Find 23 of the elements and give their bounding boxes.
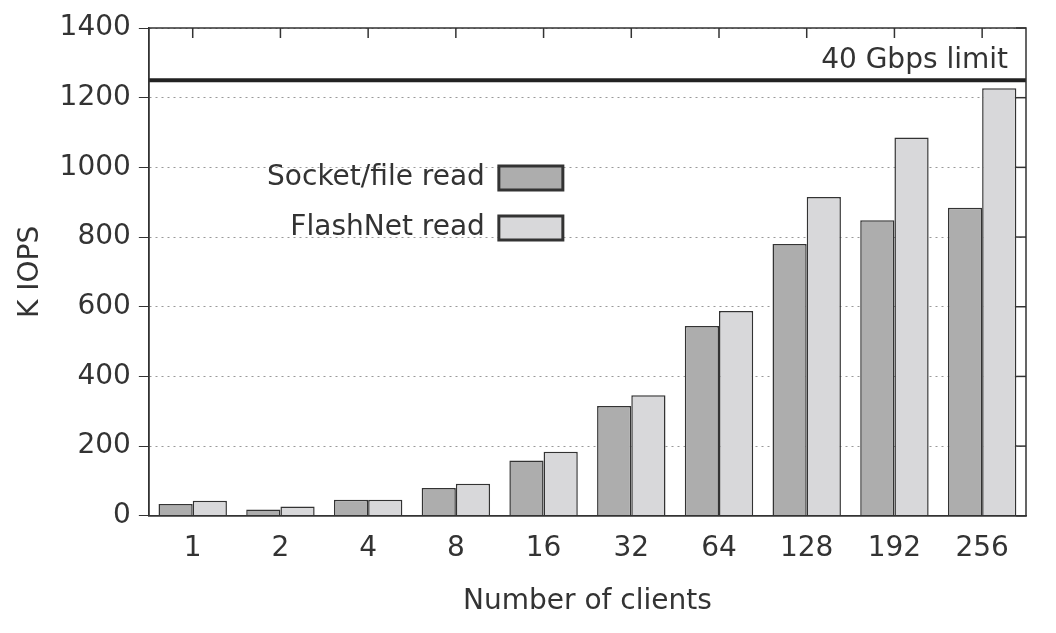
x-tick-label: 32: [613, 529, 650, 563]
legend-label: Socket/file read: [267, 159, 485, 193]
x-tick-label: 256: [955, 529, 1009, 563]
x-tick-label: 16: [525, 529, 562, 563]
x-axis-title: Number of clients: [463, 583, 712, 617]
y-tick-label: 400: [77, 357, 131, 391]
y-tick-label: 1000: [59, 148, 131, 182]
x-tick-label: 128: [779, 529, 834, 563]
y-tick-label: 1400: [59, 9, 131, 43]
x-tick-label: 2: [271, 529, 290, 563]
y-tick-label: 800: [77, 218, 131, 252]
x-tick-label: 8: [446, 529, 465, 563]
y-tick-label: 1200: [59, 78, 131, 112]
legend-label: FlashNet read: [290, 209, 485, 243]
x-tick-label: 4: [359, 529, 378, 563]
y-tick-label: 600: [77, 288, 131, 322]
ref-line-label: 40 Gbps limit: [821, 41, 1009, 75]
x-tick-label: 1: [183, 529, 202, 563]
y-tick-label: 0: [113, 497, 131, 531]
x-tick-label: 64: [701, 529, 737, 563]
x-tick-label: 192: [867, 529, 922, 563]
y-axis-title: K IOPS: [12, 225, 46, 319]
y-tick-label: 200: [77, 427, 131, 461]
